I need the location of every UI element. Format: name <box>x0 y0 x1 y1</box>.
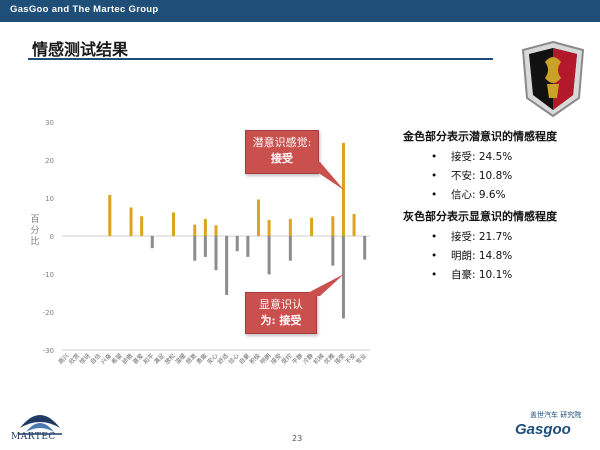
callout-subconscious-line2: 接受 <box>271 152 293 165</box>
bar-conscious <box>288 236 292 261</box>
section2-item: 明朗: 14.8% <box>403 247 593 266</box>
x-tick-label: 受控 <box>280 352 294 366</box>
x-tick-label: 兴奋 <box>99 352 113 366</box>
x-tick-label: 积极 <box>248 352 262 366</box>
x-tick-label: 满足 <box>152 352 166 366</box>
section2-item: 自豪: 10.1% <box>403 266 593 285</box>
bar-conscious <box>341 236 345 319</box>
callout-conscious-pointer <box>302 274 344 296</box>
bar-subconscious <box>140 216 144 236</box>
bar-conscious <box>246 236 250 257</box>
title-divider <box>28 58 493 60</box>
x-tick-label: 机械 <box>311 352 325 366</box>
x-tick-label: 欣赏 <box>67 352 81 366</box>
section1-heading: 金色部分表示潜意识的情感程度 <box>403 130 557 143</box>
legend-panel: 金色部分表示潜意识的情感程度 接受: 24.5% 不安: 10.8% 信心: 9… <box>403 128 593 288</box>
bar-subconscious <box>214 225 218 236</box>
y-tick-label: -30 <box>43 347 54 355</box>
martec-name: MARTEC <box>11 432 56 442</box>
section2-item: 接受: 21.7% <box>403 228 593 247</box>
x-tick-label: 感激 <box>184 352 198 366</box>
x-tick-label: 冷静 <box>301 352 315 366</box>
section1-list: 接受: 24.5% 不安: 10.8% 信心: 9.6% <box>403 148 593 205</box>
x-tick-label: 不安 <box>343 352 357 366</box>
callout-conscious-line1: 显意识认 <box>259 298 303 311</box>
car-brand-logo <box>521 40 585 118</box>
y-axis-label: 百 分 比 <box>30 215 40 247</box>
bar-conscious <box>235 236 239 252</box>
bar-subconscious <box>267 220 271 236</box>
bar-conscious <box>225 236 229 295</box>
x-tick-label: 信心 <box>227 352 241 366</box>
bar-subconscious <box>288 218 292 236</box>
x-tick-label: 自豪 <box>237 352 251 366</box>
callout-subconscious-pointer <box>302 162 344 190</box>
page-number: 23 <box>292 434 303 443</box>
x-tick-label: 接受 <box>333 352 347 366</box>
x-tick-label: 高兴 <box>57 352 71 366</box>
y-tick-label: 30 <box>45 119 54 127</box>
callout-conscious-line2: 为: 接受 <box>260 314 302 327</box>
x-tick-label: 安心 <box>205 352 219 366</box>
martec-logo <box>18 415 62 435</box>
y-tick-label: 10 <box>45 195 54 203</box>
callout-subconscious: 潜意识感觉: 接受 <box>245 130 319 174</box>
y-tick-label: -20 <box>43 309 54 317</box>
y-tick-label: -10 <box>43 271 54 279</box>
y-tick-label: 20 <box>45 157 54 165</box>
header-bar: GasGoo and The Martec Group <box>0 0 600 22</box>
x-tick-label: 希望 <box>110 352 124 366</box>
section2-list: 接受: 21.7% 明朗: 14.8% 自豪: 10.1% <box>403 228 593 285</box>
bar-subconscious <box>108 194 112 236</box>
section2-heading: 灰色部分表示显意识的情感程度 <box>403 210 557 223</box>
bar-conscious <box>193 236 197 261</box>
bar-subconscious <box>352 213 356 236</box>
page-title: 情感测试结果 <box>32 40 129 59</box>
gasgoo-tagline: 盖世汽车 研究院 <box>530 411 582 419</box>
gasgoo-logo: Gasgoo <box>515 421 571 438</box>
bar-subconscious <box>193 224 197 236</box>
section1-item: 信心: 9.6% <box>403 186 593 205</box>
x-tick-label: 勇敢 <box>195 352 209 366</box>
bar-conscious <box>150 236 154 249</box>
bar-subconscious <box>203 218 207 236</box>
y-tick-label: 0 <box>50 233 54 241</box>
x-tick-label: 舒适 <box>216 352 230 366</box>
section1-item: 接受: 24.5% <box>403 148 593 167</box>
callout-subconscious-line1: 潜意识感觉: <box>252 136 312 149</box>
x-tick-label: 和平 <box>142 352 156 366</box>
x-tick-label: 专业 <box>354 352 368 366</box>
bar-subconscious <box>172 212 176 236</box>
x-tick-label: 骄傲 <box>120 352 134 366</box>
bar-subconscious <box>331 216 335 236</box>
bar-conscious <box>203 236 207 257</box>
header-company: GasGoo and The Martec Group <box>10 4 159 15</box>
x-tick-label: 放松 <box>163 352 177 366</box>
x-tick-label: 自信 <box>88 352 102 366</box>
x-tick-label: 温暖 <box>173 352 187 366</box>
x-tick-label: 优雅 <box>322 352 336 366</box>
x-tick-label: 接受 <box>269 352 283 366</box>
section1-item: 不安: 10.8% <box>403 167 593 186</box>
bar-subconscious <box>256 199 260 236</box>
bar-conscious <box>363 236 367 260</box>
bar-subconscious <box>310 217 314 236</box>
bar-subconscious <box>129 207 133 236</box>
x-tick-label: 平静 <box>290 352 304 366</box>
bar-conscious <box>267 236 271 275</box>
x-tick-label: 惊讶 <box>78 352 92 366</box>
x-tick-label: 明朗 <box>258 352 272 366</box>
callout-conscious: 显意识认 为: 接受 <box>245 292 317 334</box>
bar-conscious <box>331 236 335 266</box>
bar-conscious <box>214 236 218 271</box>
emotion-bar-chart: -30 -20 -10 0 10 20 30 高兴欣赏惊讶自信兴奋希望骄傲喜爱和平满足放松温暖… <box>43 119 370 366</box>
x-tick-label: 喜爱 <box>131 352 145 366</box>
